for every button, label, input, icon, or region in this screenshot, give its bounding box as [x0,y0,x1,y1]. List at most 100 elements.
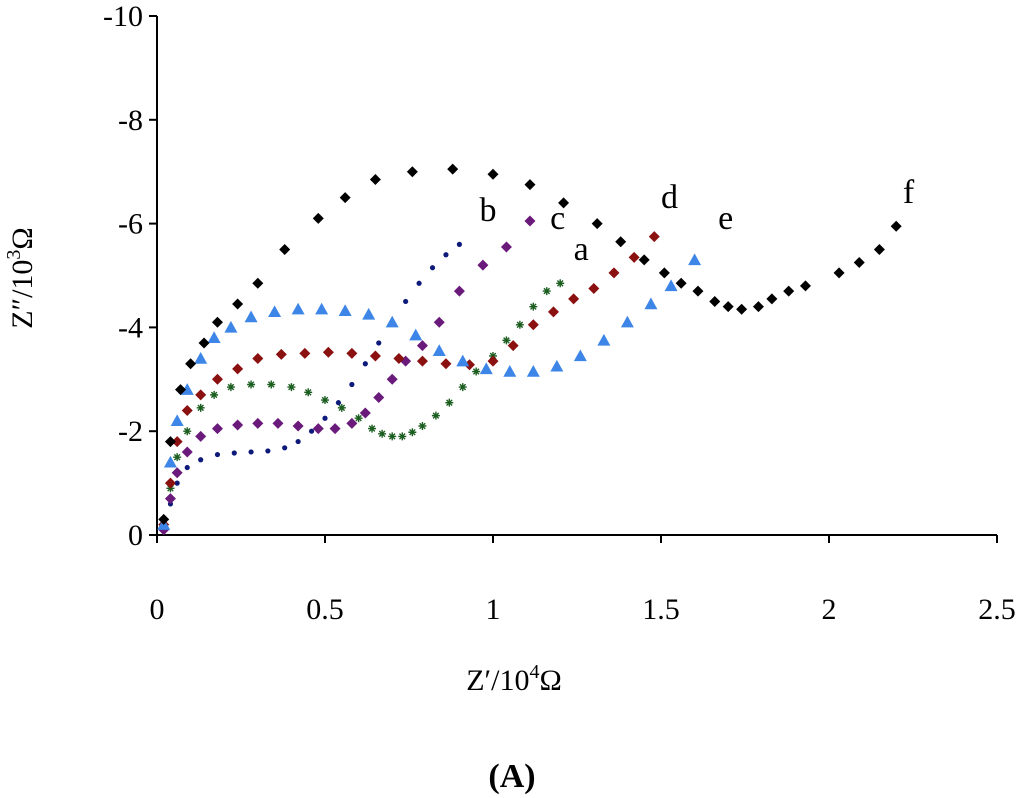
data-point [502,336,511,345]
data-point [174,480,180,486]
data-point [453,285,465,297]
data-point [373,391,385,403]
data-point [210,390,219,399]
data-point [295,438,301,445]
data-point [171,436,183,448]
data-point [292,420,304,432]
data-point [362,307,376,320]
data-point [322,346,334,358]
data-point [615,236,627,248]
data-point [445,398,454,407]
data-point [853,257,865,269]
data-point [503,365,517,377]
series-label-e: e [718,200,733,237]
y-tick-label: 0 [128,519,143,552]
data-point [267,380,276,389]
x-tick-label: 2.5 [978,593,1016,626]
data-point [304,388,313,397]
series-f [158,163,902,525]
data-point [431,411,440,420]
data-point [403,298,409,305]
series-d [158,231,660,531]
axes: 0 0.5 1 1.5 2 2.5 0 -2 -4 -6 -8 -10 [103,0,1016,626]
data-point [171,467,183,479]
data-point [231,450,237,456]
data-point [158,513,170,525]
data-point [458,383,467,392]
x-tick-label: 1.5 [642,593,680,626]
data-point [573,349,587,362]
data-point [398,432,407,441]
data-point [207,331,221,343]
data-point [388,432,397,441]
data-point [232,419,244,431]
x-tick-label: 0 [150,593,165,626]
data-point [487,168,499,180]
data-point [211,373,223,385]
data-point [709,295,721,307]
data-point [224,320,238,333]
data-point [638,254,650,266]
data-point [736,303,748,315]
data-point [180,383,194,395]
data-point [185,358,197,370]
data-point [279,244,291,256]
data-point [524,215,536,227]
data-point [198,337,210,349]
data-point [456,354,470,367]
data-point [393,353,405,365]
x-ticks: 0 0.5 1 1.5 2 2.5 [150,535,1016,626]
data-point [282,445,288,451]
data-point [628,251,640,263]
data-point [440,358,452,370]
data-point [515,320,524,329]
data-point [692,285,704,297]
data-point [542,287,551,296]
data-point [226,383,235,392]
data-point [252,417,264,429]
data-point [406,166,418,178]
series-labels: a b c d e f [480,174,915,268]
series-label-d: d [661,179,678,216]
data-point [479,362,493,375]
data-point [376,340,382,346]
data-point [608,267,620,279]
data-point [526,365,540,377]
data-point [433,316,445,328]
data-point [620,315,634,328]
data-point [890,220,902,232]
data-point [556,279,565,288]
data-point [550,359,564,372]
data-point [265,448,271,454]
data-point [211,316,223,328]
data-point [211,423,223,435]
data-point [359,407,371,419]
data-point [500,241,512,253]
data-point [308,428,315,434]
data-point [349,381,355,388]
data-point [164,436,176,448]
data-point [329,423,341,435]
y-ticks: 0 -2 -4 -6 -8 -10 [103,0,157,552]
data-point [252,277,264,289]
data-point [337,403,346,412]
data-point [335,400,342,406]
data-point [164,477,176,489]
data-point [408,428,417,437]
data-point [299,347,311,359]
data-point [338,304,352,316]
data-point [170,414,184,427]
x-tick-label: 0.5 [306,593,344,626]
data-point [368,424,377,433]
series-e [157,253,702,530]
data-point [181,446,193,458]
y-tick-label: -6 [118,208,143,241]
data-point [369,350,381,362]
data-point [198,457,204,463]
data-point [287,383,296,392]
data-point [591,218,603,230]
data-point [312,212,324,224]
data-point [547,306,559,318]
data-point [529,302,538,311]
